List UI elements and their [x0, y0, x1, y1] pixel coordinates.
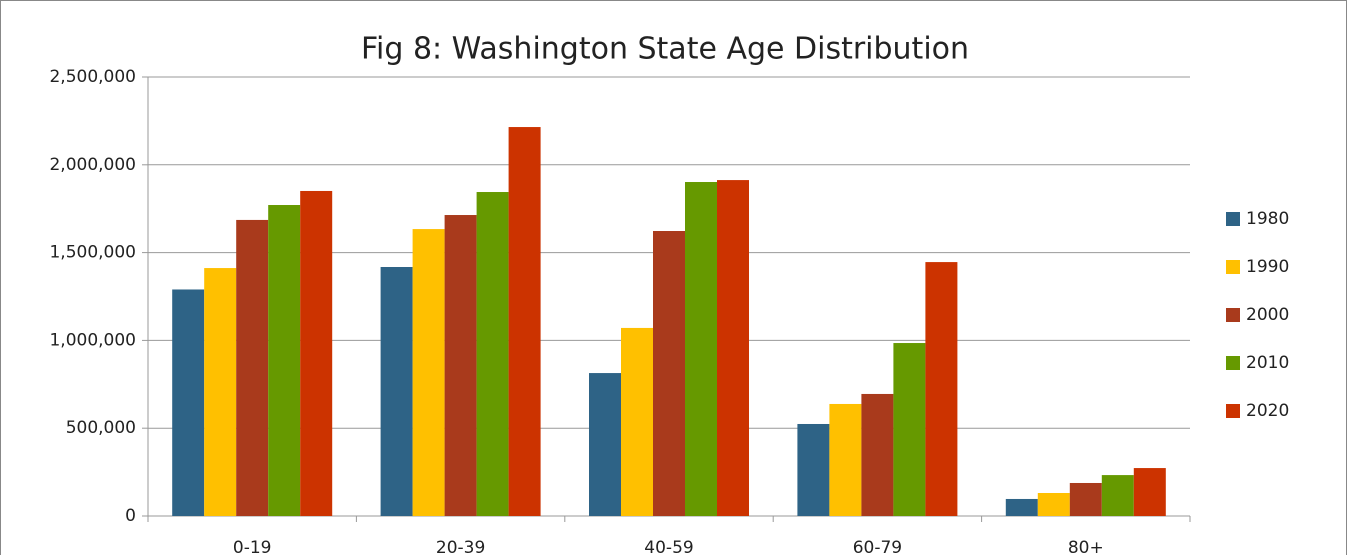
bar — [893, 343, 926, 516]
x-tick-label: 60-79 — [853, 538, 902, 555]
y-tick-label: 0 — [125, 506, 136, 526]
bar — [204, 268, 237, 516]
legend-swatch — [1226, 356, 1240, 370]
bar — [508, 127, 541, 517]
legend-swatch — [1226, 212, 1240, 226]
bar — [172, 289, 205, 516]
bar — [797, 423, 830, 516]
x-tick-label: 80+ — [1068, 538, 1104, 555]
legend-swatch — [1226, 308, 1240, 322]
legend-swatch — [1226, 260, 1240, 274]
bar — [236, 219, 269, 516]
chart-title: Fig 8: Washington State Age Distribution — [361, 32, 969, 67]
legend-swatch — [1226, 404, 1240, 418]
bar — [300, 190, 333, 516]
x-tick-label: 40-59 — [644, 538, 693, 555]
bar — [653, 231, 685, 516]
bar — [1069, 482, 1102, 516]
bar — [829, 403, 862, 516]
legend-label: 2010 — [1246, 353, 1289, 373]
legend-label: 2020 — [1246, 401, 1289, 421]
bar — [621, 327, 653, 516]
bar — [412, 229, 445, 517]
x-tick-label: 0-19 — [233, 538, 272, 555]
bar — [268, 205, 301, 517]
bar — [861, 393, 894, 516]
bar — [1037, 492, 1070, 516]
y-tick-label: 2,500,000 — [49, 67, 136, 87]
bar — [717, 180, 749, 516]
bar — [685, 182, 717, 517]
legend-label: 1990 — [1246, 257, 1289, 277]
y-tick-label: 500,000 — [66, 418, 136, 438]
bar — [589, 373, 621, 516]
bar — [1101, 475, 1134, 516]
bar — [444, 215, 477, 516]
y-tick-label: 1,000,000 — [49, 330, 136, 350]
bar — [925, 262, 958, 516]
y-tick-label: 2,000,000 — [49, 155, 136, 175]
legend-label: 2000 — [1246, 305, 1289, 325]
bar — [476, 192, 509, 516]
legend-label: 1980 — [1246, 209, 1289, 229]
bar — [1005, 498, 1038, 516]
y-tick-label: 1,500,000 — [49, 243, 136, 263]
bar — [1133, 468, 1166, 516]
bar — [380, 266, 413, 516]
x-tick-label: 20-39 — [436, 538, 485, 555]
